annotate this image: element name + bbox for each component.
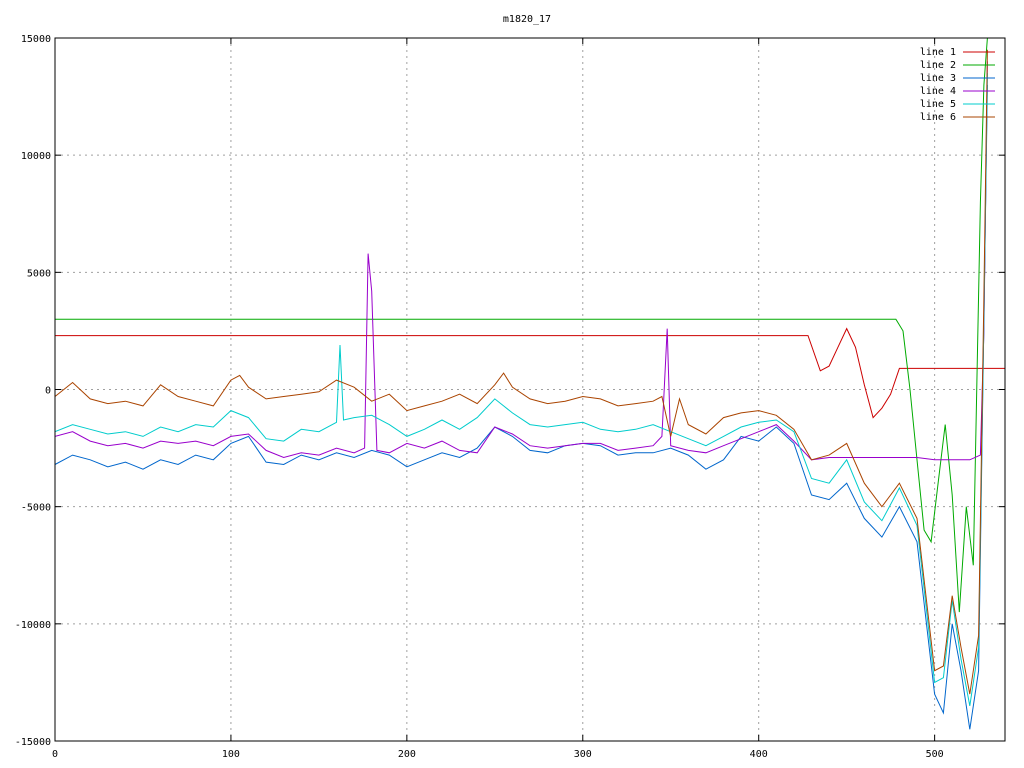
legend-label-5: line 5	[920, 99, 956, 110]
x-tick-label: 300	[574, 749, 592, 760]
legend-label-4: line 4	[920, 86, 956, 97]
y-tick-label: -10000	[15, 620, 51, 631]
x-tick-label: 200	[398, 749, 416, 760]
series-line-4	[55, 61, 988, 461]
x-tick-label: 500	[926, 749, 944, 760]
y-tick-label: 0	[45, 386, 51, 397]
y-tick-label: 5000	[27, 268, 51, 279]
legend-label-6: line 6	[920, 112, 956, 123]
series-layer	[55, 38, 1005, 730]
series-line-1	[55, 327, 1005, 419]
x-tick-label: 400	[750, 749, 768, 760]
x-tick-label: 0	[52, 749, 58, 760]
y-tick-label: 10000	[21, 151, 51, 162]
y-tick-label: -15000	[15, 737, 51, 748]
tick-layer: 0 100 200 300 400 500 -15000 -10000 -5000 0 5000 10…	[15, 34, 1005, 760]
chart-title: m1820_17	[503, 14, 551, 25]
grid-layer	[55, 38, 1005, 741]
series-line-6	[55, 49, 988, 695]
y-tick-label: 15000	[21, 34, 51, 45]
series-line-2	[55, 38, 988, 613]
y-tick-label: -5000	[21, 503, 51, 514]
legend-label-2: line 2	[920, 60, 956, 71]
series-line-3	[55, 84, 988, 730]
series-line-5	[55, 73, 988, 706]
legend-label-1: line 1	[920, 47, 956, 58]
legend-label-3: line 3	[920, 73, 956, 84]
legend: line 1 line 2 line 3 line 4 line 5 line 6	[920, 47, 995, 123]
x-tick-label: 100	[222, 749, 240, 760]
